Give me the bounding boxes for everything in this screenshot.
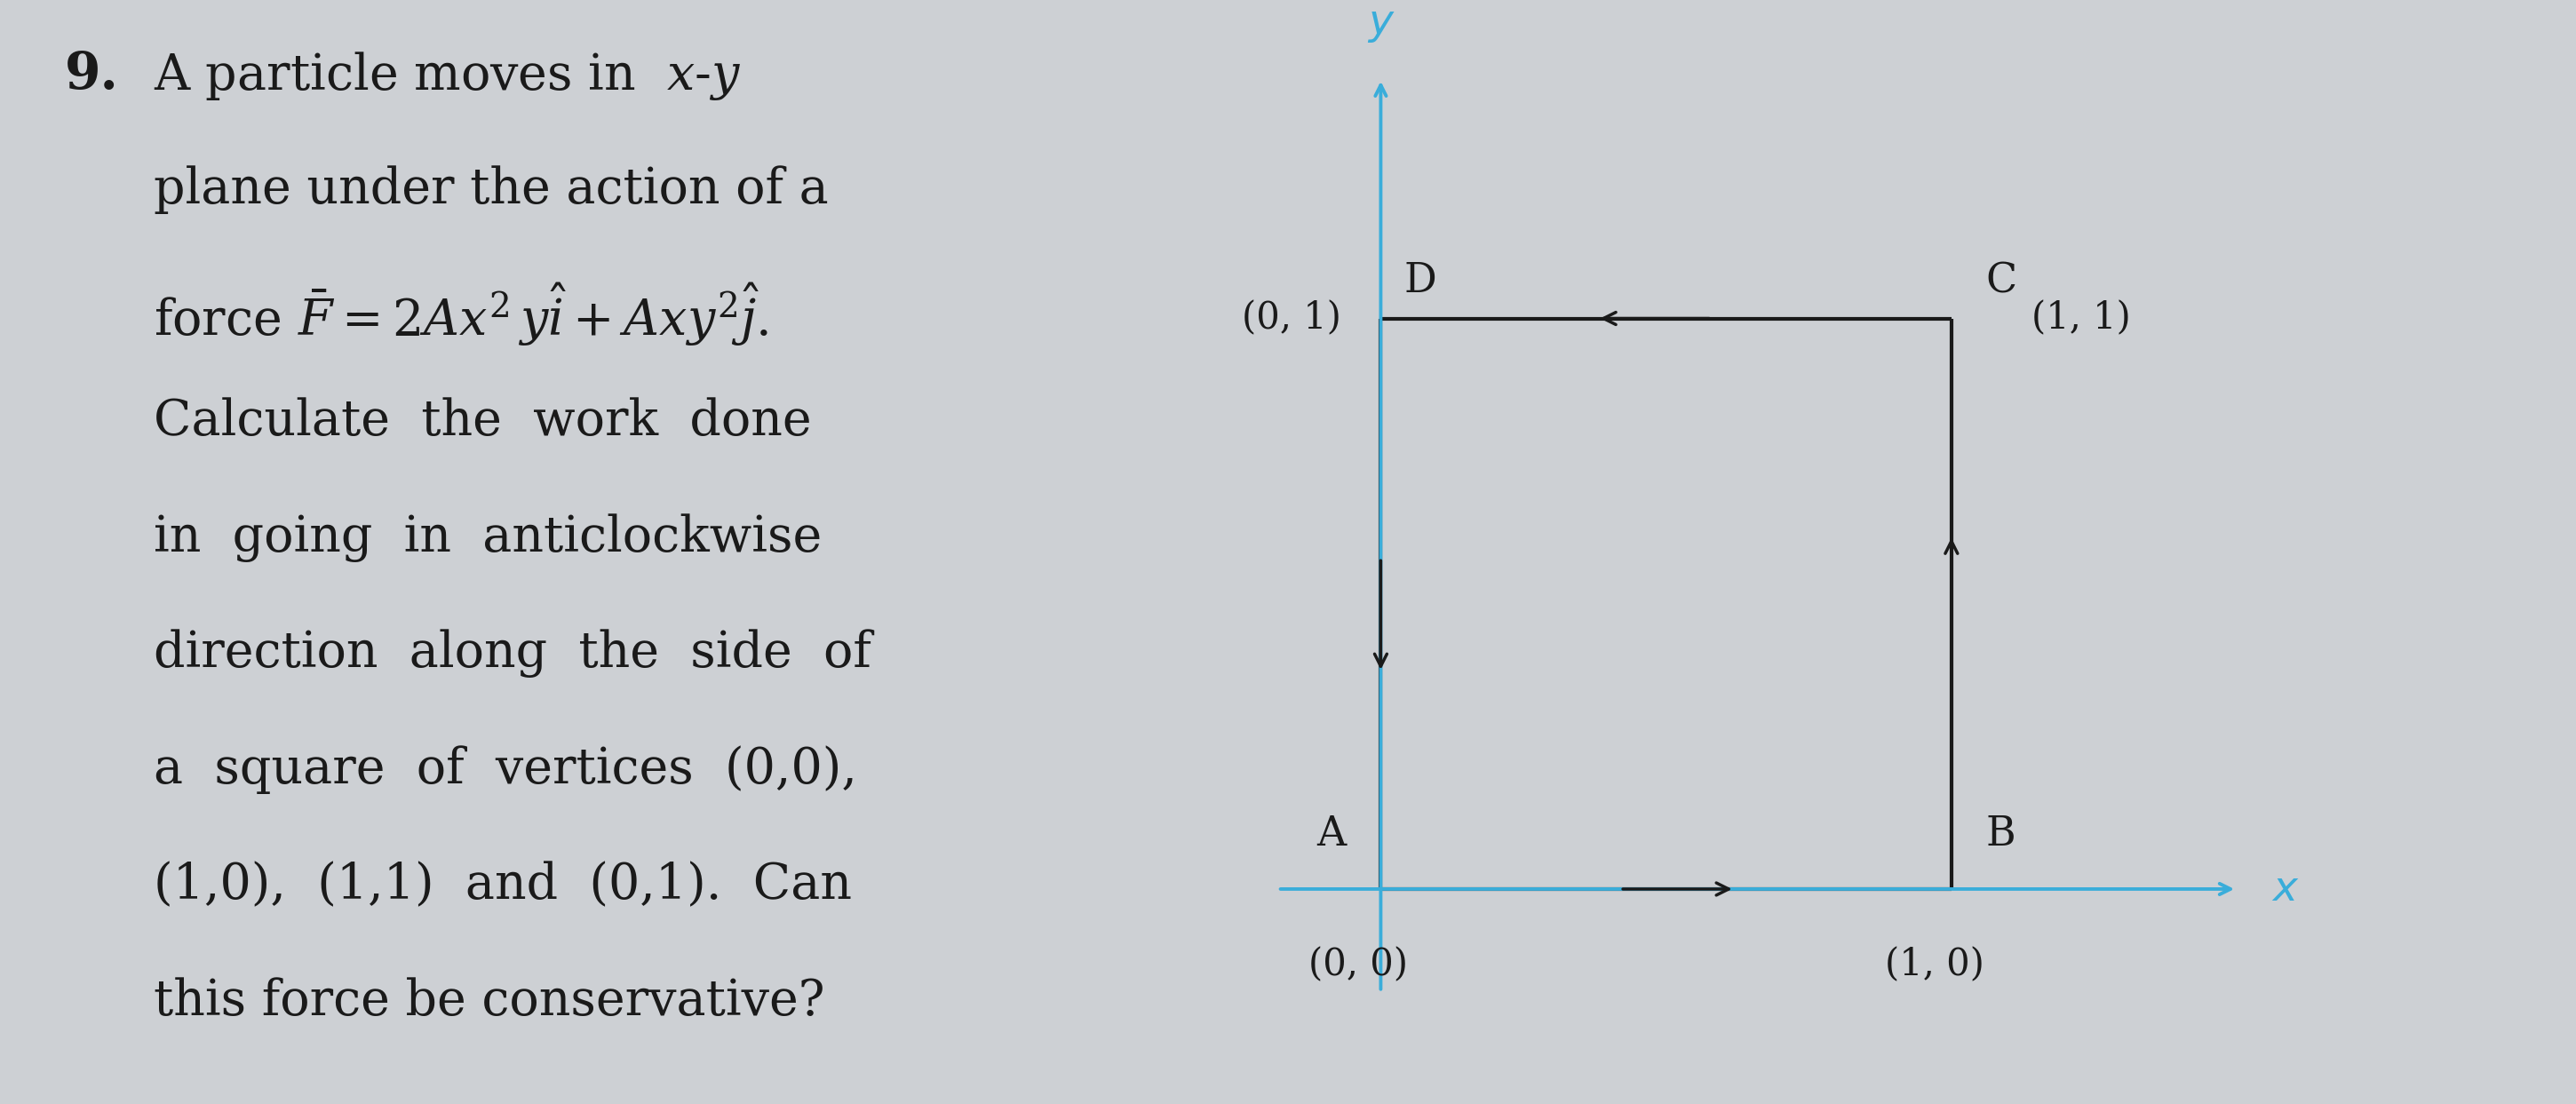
Text: D: D (1404, 262, 1437, 301)
Text: force $\bar{F} = 2Ax^2\, y\hat{i} + Axy^2\hat{j}$.: force $\bar{F} = 2Ax^2\, y\hat{i} + Axy^… (155, 282, 768, 349)
Text: A: A (1316, 815, 1347, 854)
Text: (1,0),  (1,1)  and  (0,1).  Can: (1,0), (1,1) and (0,1). Can (155, 861, 853, 910)
Text: in  going  in  anticlockwise: in going in anticlockwise (155, 513, 822, 562)
Text: $y$: $y$ (1368, 4, 1394, 44)
Text: plane under the action of a: plane under the action of a (155, 166, 829, 214)
Text: this force be conservative?: this force be conservative? (155, 977, 824, 1026)
Text: B: B (1986, 815, 2014, 854)
Text: $x$: $x$ (2272, 869, 2298, 909)
Text: C: C (1986, 262, 2017, 301)
Text: (1, 1): (1, 1) (2032, 300, 2130, 337)
Text: (0, 1): (0, 1) (1242, 300, 1340, 337)
Text: A particle moves in  $x$-$y$: A particle moves in $x$-$y$ (155, 50, 742, 102)
Text: direction  along  the  side  of: direction along the side of (155, 629, 871, 678)
Text: 9.: 9. (64, 50, 118, 99)
Text: (0, 0): (0, 0) (1309, 946, 1406, 984)
Text: (1, 0): (1, 0) (1886, 946, 1984, 984)
Text: Calculate  the  work  done: Calculate the work done (155, 397, 811, 446)
Text: a  square  of  vertices  (0,0),: a square of vertices (0,0), (155, 745, 858, 794)
